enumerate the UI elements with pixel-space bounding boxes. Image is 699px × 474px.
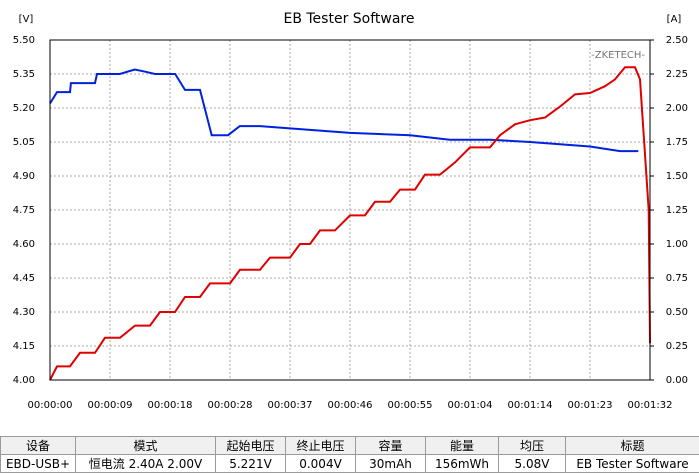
- table-cell: 恒电流 2.40A 2.00V: [75, 454, 216, 473]
- table-cell: 156mWh: [425, 454, 499, 473]
- x-tick-label: 00:00:09: [88, 400, 133, 411]
- y-tick-label: 4.60: [13, 239, 35, 250]
- line-series: [49, 66, 651, 381]
- y2-tick-label: 2.00: [666, 103, 688, 114]
- table-cell: 模式: [75, 436, 216, 455]
- y-tick-label: 4.45: [13, 273, 35, 284]
- y-tick-label: 5.05: [13, 137, 35, 148]
- line-series: [49, 68, 639, 153]
- table-cell: 5.08V: [498, 454, 566, 473]
- table-cell: 标题: [565, 436, 699, 455]
- watermark: -ZKETECH-: [591, 50, 645, 61]
- y2-tick-label: 2.25: [666, 69, 688, 80]
- table-cell: 30mAh: [355, 454, 426, 473]
- table-cell: 起始电压: [215, 436, 286, 455]
- y-tick-label: 5.20: [13, 103, 35, 114]
- y-tick-label: 4.15: [13, 341, 35, 352]
- y-tick-label: 4.90: [13, 171, 35, 182]
- x-tick-label: 00:01:04: [448, 400, 493, 411]
- x-tick-label: 00:01:14: [508, 400, 553, 411]
- plot-frame: [49, 39, 651, 381]
- y2-axis-label: [A]: [667, 14, 682, 25]
- y-tick-label: 5.50: [13, 35, 35, 46]
- table-row: EBD-USB+ 恒电流 2.40A 2.00V 5.221V 0.004V 30mAh…: [0, 454, 699, 473]
- y2-tick-label: 0.50: [666, 307, 688, 318]
- y2-tick-label: 1.75: [666, 137, 688, 148]
- table-cell: 能量: [425, 436, 499, 455]
- summary-table: 设备 模式 起始电压 终止电压 容量 能量 均压 标题 EBD-USB+ 恒电流 2.40A 2…: [0, 436, 699, 473]
- table-cell: 终止电压: [285, 436, 356, 455]
- x-tick-label: 00:00:55: [388, 400, 433, 411]
- table-header: 设备 模式 起始电压 终止电压 容量 能量 均压 标题: [0, 436, 699, 455]
- y-axis-label: [V]: [19, 14, 34, 25]
- y2-tick-label: 1.00: [666, 239, 688, 250]
- table-cell: 均压: [498, 436, 566, 455]
- y2-tick-label: 1.50: [666, 171, 688, 182]
- y2-tick-label: 0.25: [666, 341, 688, 352]
- y2-tick-label: 2.50: [666, 35, 688, 46]
- x-tick-label: 00:00:00: [28, 400, 73, 411]
- y-tick-label: 4.00: [13, 375, 35, 386]
- y-tick-label: 5.35: [13, 69, 35, 80]
- x-tick-label: 00:01:23: [568, 400, 613, 411]
- table-cell: 0.004V: [285, 454, 356, 473]
- y2-tick-label: 1.25: [666, 205, 688, 216]
- table-cell: EB Tester Software: [565, 454, 699, 473]
- table-cell: EBD-USB+: [0, 454, 76, 473]
- table-cell: 设备: [0, 436, 76, 455]
- x-tick-label: 00:00:18: [148, 400, 193, 411]
- x-tick-label: 00:00:28: [208, 400, 253, 411]
- table-cell: 容量: [355, 436, 426, 455]
- y-tick-label: 4.30: [13, 307, 35, 318]
- x-tick-label: 00:01:32: [628, 400, 673, 411]
- table-cell: 5.221V: [215, 454, 286, 473]
- y2-tick-label: 0.00: [666, 375, 688, 386]
- x-tick-label: 00:00:46: [328, 400, 373, 411]
- y-tick-label: 4.75: [13, 205, 35, 216]
- chart: EB Tester Software [V] [A] -ZKETECH- 4.0…: [13, 11, 688, 411]
- x-tick-label: 00:00:37: [268, 400, 313, 411]
- chart-title: EB Tester Software: [283, 11, 414, 27]
- y2-tick-label: 0.75: [666, 273, 688, 284]
